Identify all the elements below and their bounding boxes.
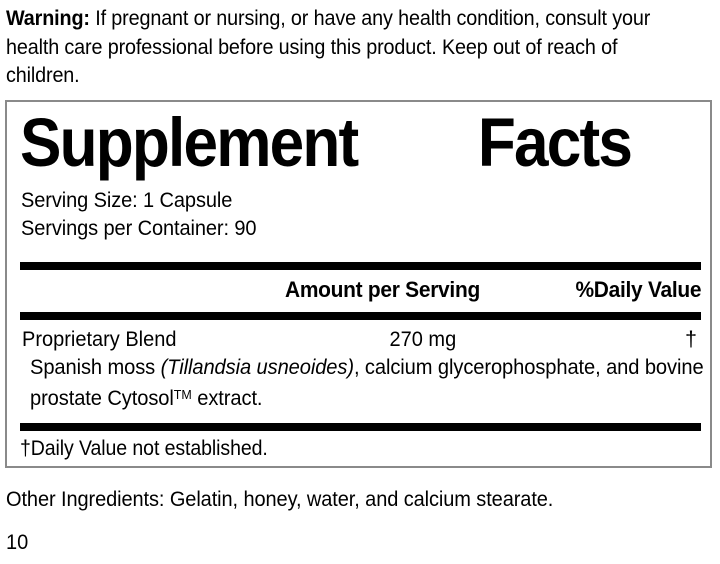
page-number: 10: [6, 530, 29, 554]
detail-prefix: Spanish moss: [30, 355, 161, 379]
rule-below-blend-row: [20, 423, 701, 431]
servings-per-container-line: Servings per Container: 90: [21, 216, 257, 240]
supplement-facts-title: Supplement Facts: [20, 108, 633, 178]
table-row: Proprietary Blend 270 mg †: [20, 324, 701, 354]
row-name-proprietary-blend: Proprietary Blend: [22, 327, 177, 351]
row-ingredient-detail: Spanish moss (Tillandsia usneoides), cal…: [30, 353, 720, 412]
title-word-supplement: Supplement: [20, 104, 359, 181]
trademark-symbol: TM: [173, 387, 192, 402]
row-amount-proprietary-blend: 270 mg: [389, 327, 457, 351]
supplement-facts-inner: Supplement Facts Serving Size: 1 Capsule…: [18, 102, 704, 466]
daily-value-footnote: †Daily Value not established.: [20, 437, 268, 460]
warning-paragraph: Warning: If pregnant or nursing, or have…: [6, 4, 656, 90]
supplement-facts-panel: Supplement Facts Serving Size: 1 Capsule…: [5, 100, 712, 468]
serving-size-line: Serving Size: 1 Capsule: [21, 188, 233, 212]
rule-above-column-headers: [20, 262, 701, 270]
column-header-row: Amount per Serving %Daily Value: [20, 273, 701, 307]
column-header-amount-per-serving: Amount per Serving: [285, 277, 480, 302]
detail-end: extract.: [191, 385, 263, 410]
column-header-daily-value: %Daily Value: [575, 277, 701, 302]
detail-scientific-name: (Tillandsia usneoides): [160, 355, 354, 379]
row-daily-value-proprietary-blend: †: [685, 327, 697, 351]
rule-below-column-headers: [20, 312, 701, 320]
detail-suffix: , calcium glycerophosphate, and bovine p…: [30, 355, 704, 410]
title-word-facts: Facts: [477, 104, 633, 181]
warning-text: If pregnant or nursing, or have any heal…: [6, 6, 651, 87]
other-ingredients-line: Other Ingredients: Gelatin, honey, water…: [6, 487, 554, 511]
warning-label: Warning:: [6, 6, 90, 30]
serving-info: Serving Size: 1 Capsule Servings per Con…: [21, 186, 257, 242]
